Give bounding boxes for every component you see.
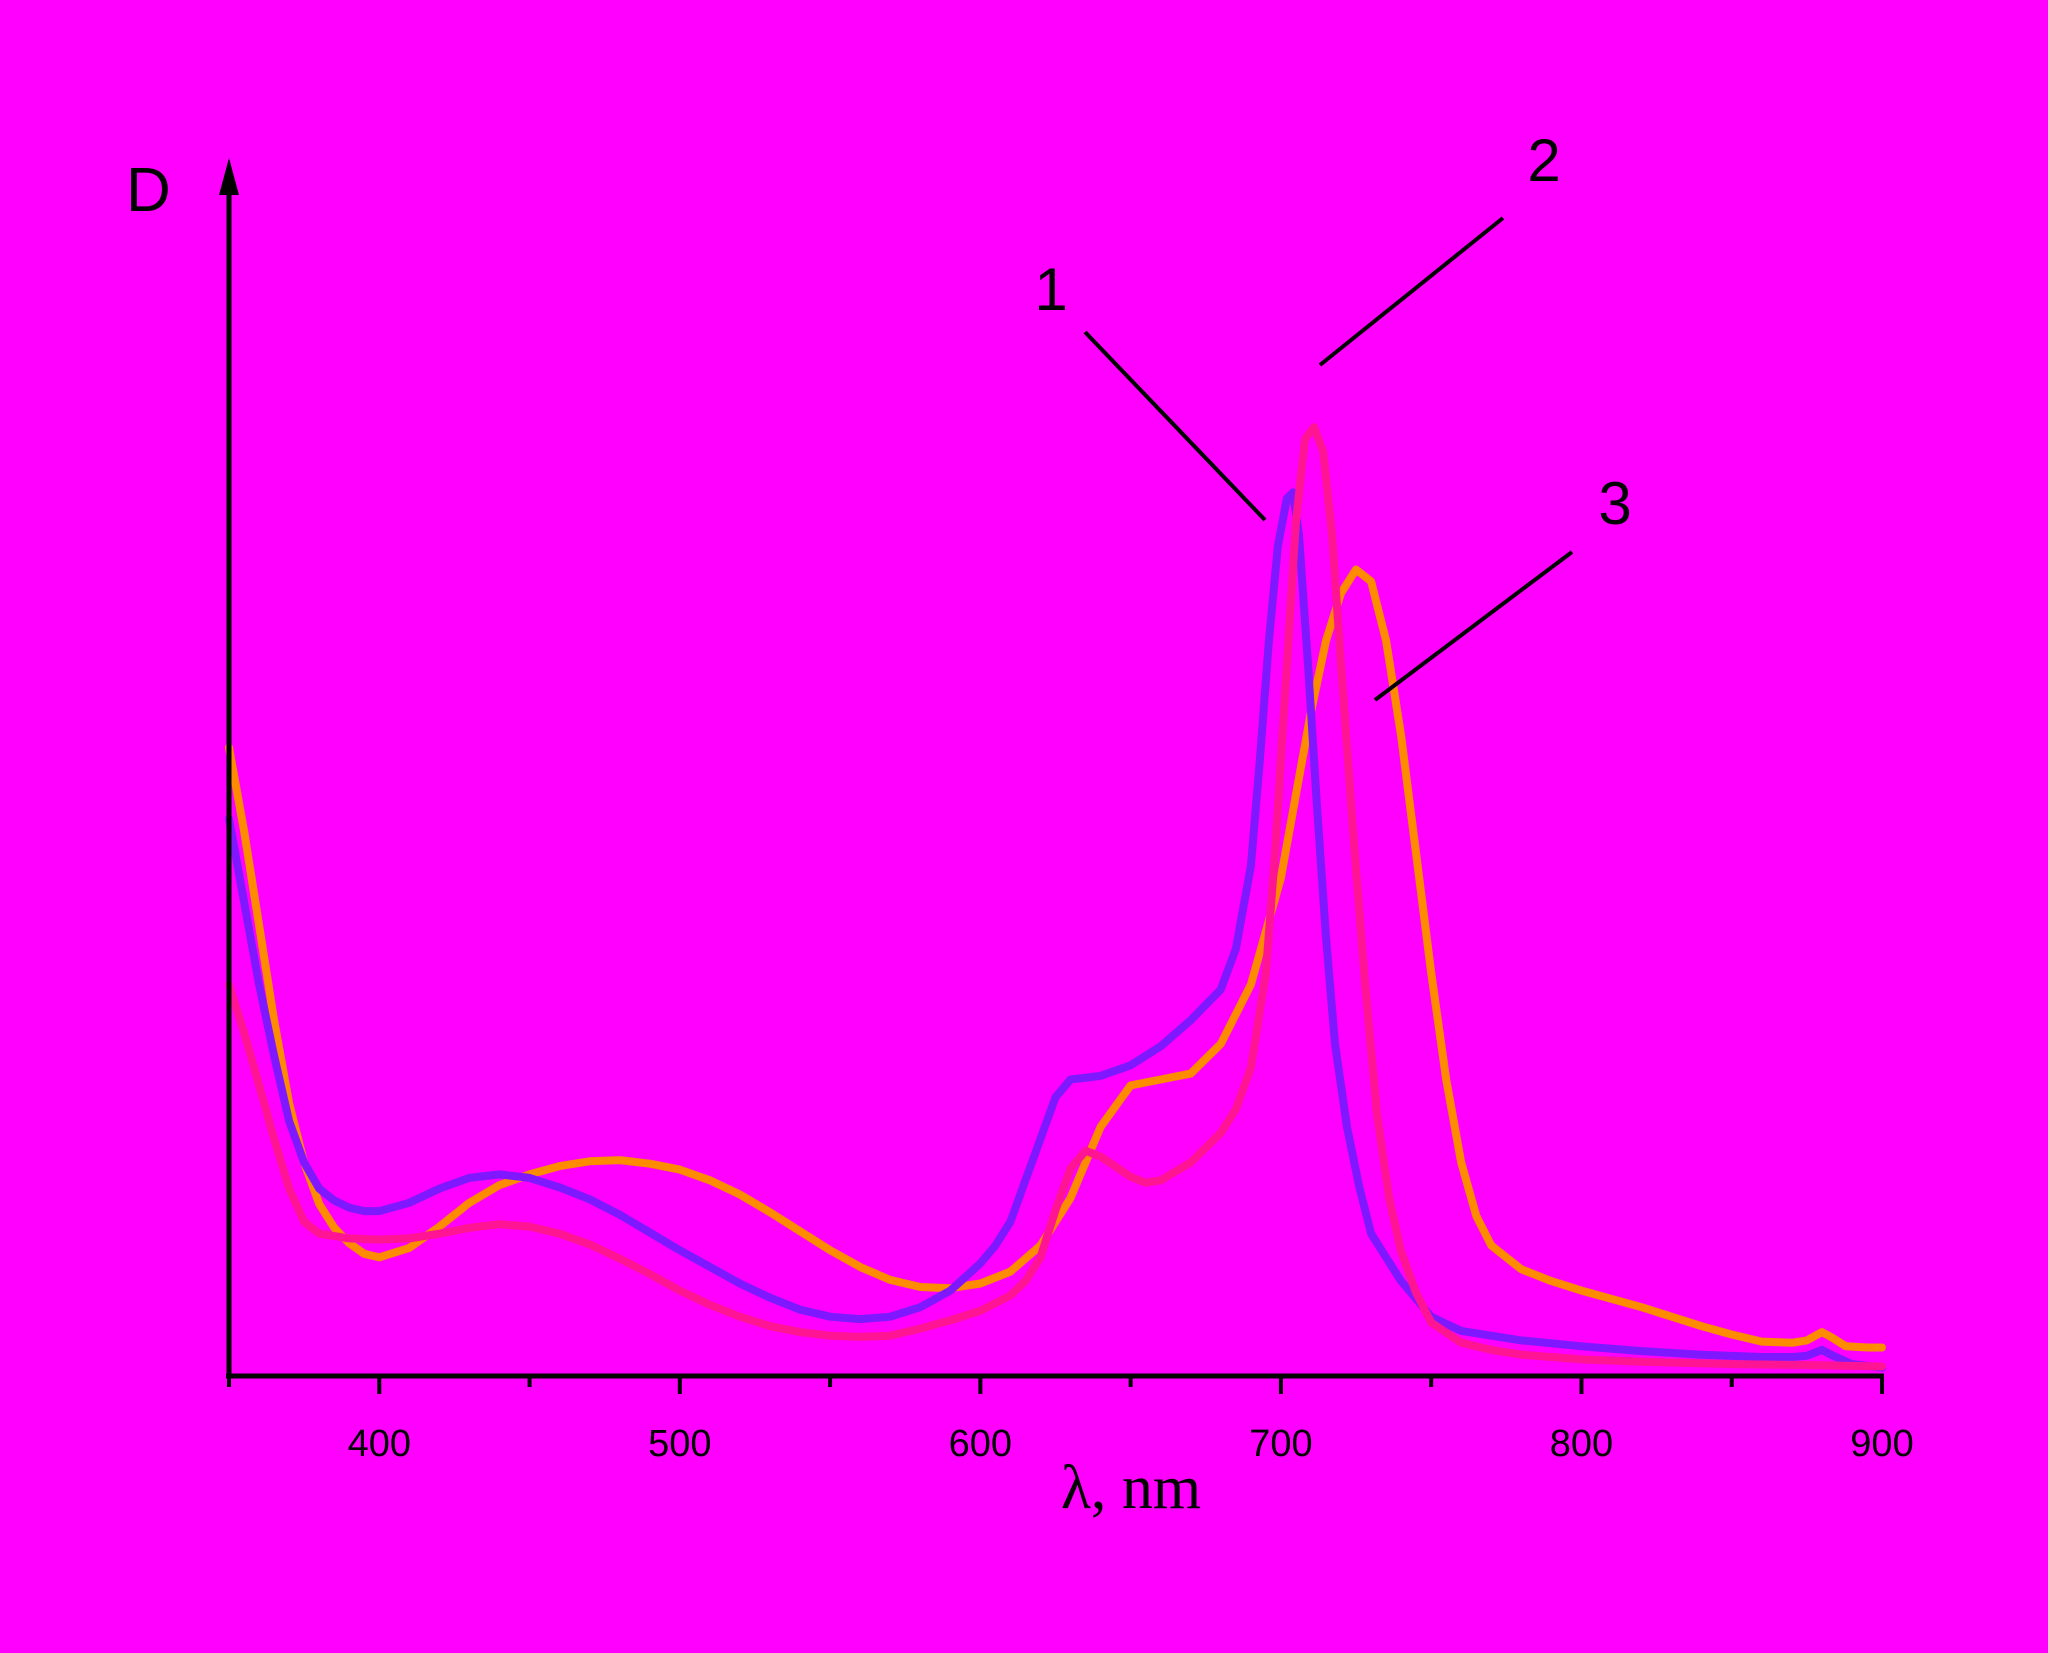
x-tick-label-700: 700 — [1249, 1423, 1312, 1465]
axes-layer: 400 500 600 700 800 900 — [219, 158, 1914, 1465]
series-label-3: 3 — [1598, 470, 1631, 537]
x-axis-title: λ, nm — [1061, 1454, 1201, 1522]
series-line-1 — [225, 488, 1886, 1372]
x-tick-label-400: 400 — [348, 1423, 411, 1465]
x-tick-label-500: 500 — [648, 1423, 711, 1465]
y-axis-arrow — [219, 158, 239, 195]
leader-line-1 — [1083, 330, 1267, 522]
x-tick-label-600: 600 — [949, 1423, 1012, 1465]
leader-line-3 — [1373, 550, 1574, 702]
annotation-layer: 1 2 3 — [1034, 127, 1632, 702]
series-layer — [225, 423, 1886, 1372]
x-tick-label-800: 800 — [1550, 1423, 1613, 1465]
series-label-1: 1 — [1034, 256, 1067, 323]
leader-line-2 — [1318, 216, 1505, 367]
y-axis-title: D — [126, 156, 171, 225]
series-line-2 — [225, 423, 1886, 1371]
x-ticks: 400 500 600 700 800 900 — [227, 1376, 1914, 1465]
x-tick-label-900: 900 — [1850, 1423, 1913, 1465]
series-label-2: 2 — [1527, 127, 1560, 194]
